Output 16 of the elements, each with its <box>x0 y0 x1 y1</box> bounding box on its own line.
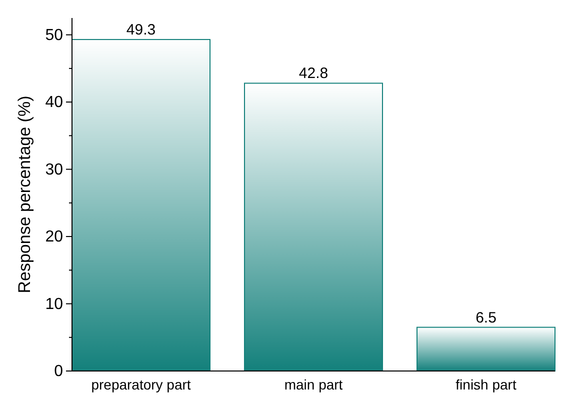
y-tick-label: 50 <box>45 26 64 44</box>
y-tick-label: 10 <box>45 296 64 313</box>
x-tick-label: finish part <box>456 376 516 392</box>
bar <box>416 326 556 372</box>
bar <box>72 39 210 372</box>
y-tick-label: 0 <box>54 363 64 380</box>
data-label: 42.8 <box>298 65 328 82</box>
bar <box>244 82 383 372</box>
data-label: 49.3 <box>126 22 156 39</box>
x-tick-label: preparatory part <box>91 376 191 392</box>
y-tick-label: 30 <box>45 161 64 178</box>
y-axis-title: Response percentage (%) <box>15 96 34 294</box>
x-tick-label: main part <box>284 376 343 392</box>
data-label: 6.5 <box>476 309 496 326</box>
y-tick-label: 20 <box>45 228 64 246</box>
y-tick-label: 40 <box>45 94 64 112</box>
